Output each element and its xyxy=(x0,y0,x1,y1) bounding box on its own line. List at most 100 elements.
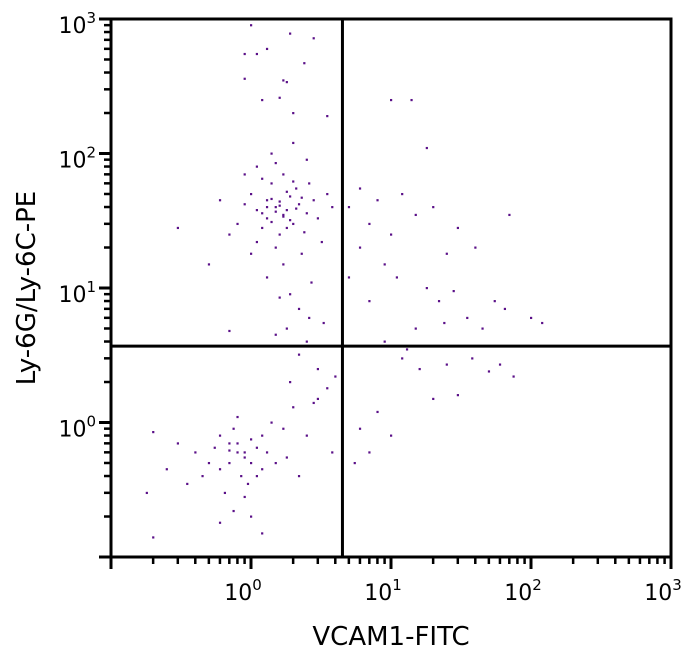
data-point xyxy=(285,209,288,212)
data-point xyxy=(445,252,448,255)
data-point xyxy=(368,222,371,226)
data-point xyxy=(228,461,231,465)
data-point xyxy=(358,246,362,249)
data-point xyxy=(297,353,301,356)
data-point xyxy=(261,98,264,102)
data-point xyxy=(255,240,258,244)
data-point xyxy=(474,246,477,249)
data-point xyxy=(452,289,455,293)
y-tick-label: 101 xyxy=(58,278,96,308)
data-point xyxy=(312,37,315,40)
data-point xyxy=(308,182,311,185)
data-point xyxy=(425,146,428,150)
data-point xyxy=(207,263,211,266)
data-point xyxy=(285,226,288,230)
data-point xyxy=(250,515,253,518)
data-point xyxy=(481,327,484,330)
data-point xyxy=(285,190,288,193)
x-tick-label: 103 xyxy=(644,576,682,606)
data-point xyxy=(228,449,231,452)
data-point xyxy=(498,363,502,366)
data-point xyxy=(261,468,264,471)
data-point xyxy=(278,296,281,299)
y-axis-title: Ly-6G/Ly-6C-PE xyxy=(12,191,42,385)
data-point xyxy=(243,52,246,56)
data-point xyxy=(261,177,264,180)
data-point xyxy=(282,79,285,82)
data-point xyxy=(297,475,301,478)
data-point xyxy=(243,456,246,459)
data-point xyxy=(292,141,295,145)
data-point xyxy=(270,197,273,201)
data-point xyxy=(218,199,222,202)
data-point xyxy=(410,98,413,102)
data-point xyxy=(282,263,285,266)
data-point xyxy=(292,112,295,115)
data-point xyxy=(232,427,235,430)
data-point xyxy=(358,187,362,190)
data-point xyxy=(250,192,253,196)
data-point xyxy=(295,187,298,190)
data-point xyxy=(176,442,179,445)
data-point xyxy=(270,220,273,224)
quadrant-gates xyxy=(111,19,671,557)
data-point xyxy=(405,348,409,351)
data-point xyxy=(243,173,246,176)
data-point xyxy=(322,321,325,325)
data-point xyxy=(292,180,295,183)
data-point xyxy=(432,206,435,209)
data-point xyxy=(240,475,243,478)
data-point xyxy=(326,192,329,196)
data-point xyxy=(186,482,189,486)
data-point xyxy=(236,222,239,226)
data-point xyxy=(223,491,227,495)
data-point xyxy=(303,231,306,234)
data-point xyxy=(289,293,292,296)
data-point xyxy=(236,415,239,419)
data-point xyxy=(297,203,301,206)
data-point xyxy=(207,461,211,465)
data-point xyxy=(300,252,303,255)
data-point xyxy=(414,213,417,217)
data-point xyxy=(243,203,246,206)
data-point xyxy=(261,226,264,230)
data-point xyxy=(250,252,253,255)
data-point xyxy=(265,451,269,454)
data-point xyxy=(255,52,258,56)
data-point xyxy=(503,307,507,311)
data-point xyxy=(316,397,319,401)
data-points xyxy=(145,24,544,539)
data-point xyxy=(456,226,459,230)
data-point xyxy=(368,300,371,303)
data-point xyxy=(261,532,264,535)
data-point xyxy=(456,394,459,397)
data-point xyxy=(285,327,288,330)
data-point xyxy=(246,482,250,486)
data-point xyxy=(218,468,222,471)
data-point xyxy=(305,340,308,343)
data-point xyxy=(432,397,435,401)
data-point xyxy=(278,96,281,99)
data-point xyxy=(308,316,311,320)
data-point xyxy=(255,446,258,449)
data-point xyxy=(194,451,197,454)
data-point xyxy=(265,47,269,51)
data-point xyxy=(368,451,371,454)
y-tick-label: 100 xyxy=(58,413,96,443)
data-point xyxy=(250,461,253,465)
data-point xyxy=(278,200,281,203)
data-point xyxy=(282,173,285,176)
data-point xyxy=(437,300,441,303)
data-point xyxy=(265,206,269,209)
x-tick-label: 100 xyxy=(224,576,262,606)
data-point xyxy=(228,233,231,236)
data-point xyxy=(292,222,295,226)
data-point xyxy=(471,357,474,360)
data-point xyxy=(282,215,285,218)
data-point xyxy=(530,316,533,320)
x-axis-ticks xyxy=(109,557,673,569)
data-point xyxy=(289,219,292,222)
x-axis-title: VCAM1-FITC xyxy=(312,622,469,652)
data-point xyxy=(145,491,148,495)
x-axis-tick-labels: 100 101 102 103 xyxy=(224,576,682,606)
